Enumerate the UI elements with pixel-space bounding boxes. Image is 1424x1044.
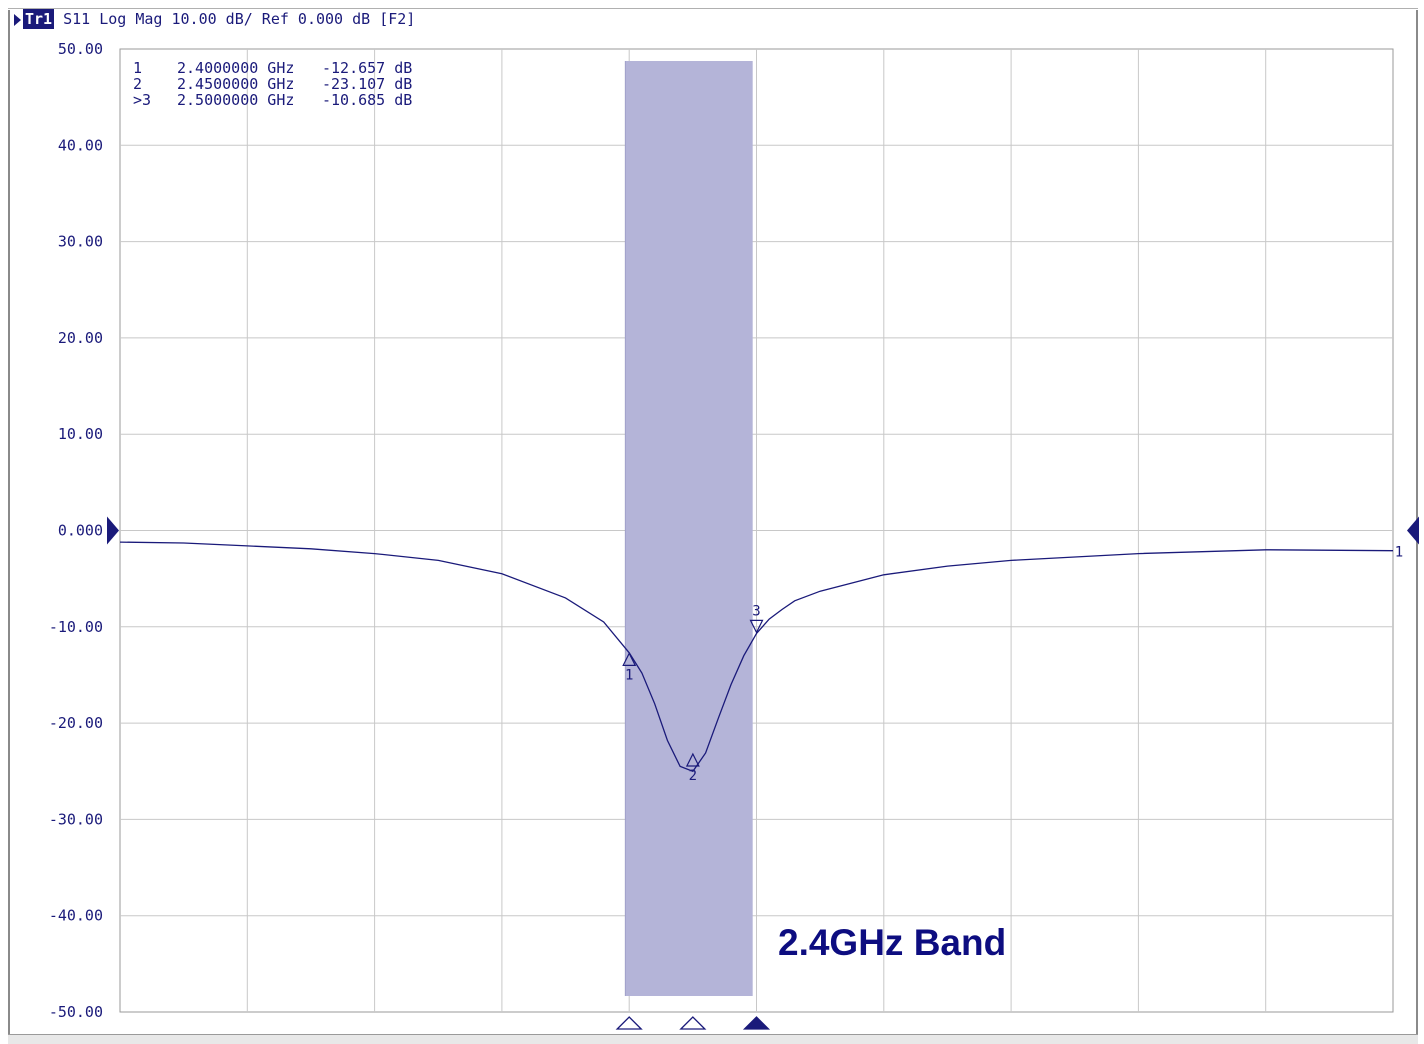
ref-level-right-arrow-icon (1407, 516, 1419, 545)
trace-info: S11 Log Mag 10.00 dB/ Ref 0.000 dB [F2] (54, 10, 416, 28)
trace-header[interactable]: Tr1 S11 Log Mag 10.00 dB/ Ref 0.000 dB [… (14, 9, 415, 29)
marker-3-label: 3 (752, 603, 760, 619)
status-footer (8, 1034, 1418, 1044)
marker-1-triangle-icon[interactable] (622, 652, 637, 666)
y-tick-labels: 50.00 40.00 30.00 20.00 10.00 0.000 -10.00 -20.… (49, 40, 103, 1021)
trace-active-arrow-icon (14, 13, 21, 26)
marker-readout-id: 1 (133, 59, 142, 77)
band-highlight (625, 61, 753, 996)
y-tick-label: 30.00 (58, 233, 103, 251)
y-tick-label: 10.00 (58, 425, 103, 443)
marker-readout-freq: 2.4000000 GHz (177, 59, 294, 77)
trace-markers[interactable]: 1 2 3 (622, 603, 764, 784)
y-tick-label: -20.00 (49, 714, 103, 732)
ref-level-left-arrow-icon (107, 516, 119, 545)
screen-border-left (8, 10, 10, 1036)
marker-1-label: 1 (625, 667, 633, 683)
y-tick-label: -50.00 (49, 1003, 103, 1021)
y-tick-label: 40.00 (58, 136, 103, 154)
reference-indicators: 1 (107, 516, 1419, 561)
stimulus-marker-2-icon[interactable] (679, 1016, 707, 1030)
y-tick-label: -10.00 (49, 618, 103, 636)
y-tick-label: 50.00 (58, 40, 103, 58)
stimulus-marker-1-icon[interactable] (615, 1016, 643, 1030)
band-label: 2.4GHz Band (778, 922, 1006, 963)
y-tick-label: 0.000 (58, 522, 103, 540)
marker-readout-table: 1 2.4000000 GHz -12.657 dB 2 2.4500000 GHz -… (133, 59, 412, 109)
marker-readout-value: -23.107 dB (322, 75, 412, 93)
marker-readout-freq: 2.5000000 GHz (177, 91, 294, 109)
y-tick-label: 20.00 (58, 329, 103, 347)
marker-readout-value: -12.657 dB (322, 59, 412, 77)
marker-readout-id: 2 (133, 75, 142, 93)
stimulus-marker-indicators[interactable] (615, 1016, 771, 1030)
screen-border-top (8, 8, 1418, 9)
right-edge-trace-label: 1 (1395, 545, 1403, 561)
stimulus-marker-3-icon[interactable] (742, 1016, 771, 1030)
s11-trace (119, 541, 1394, 773)
y-tick-label: -40.00 (49, 907, 103, 925)
y-tick-label: -30.00 (49, 810, 103, 828)
marker-readout-id: >3 (133, 91, 151, 109)
grid (119, 48, 1394, 1013)
marker-2-triangle-icon[interactable] (685, 752, 700, 767)
marker-3-triangle-icon[interactable] (749, 619, 764, 634)
marker-readout-freq: 2.4500000 GHz (177, 75, 294, 93)
trace-badge[interactable]: Tr1 (23, 9, 55, 29)
marker-readout-value: -10.685 dB (322, 91, 412, 109)
marker-2-label: 2 (689, 768, 697, 784)
